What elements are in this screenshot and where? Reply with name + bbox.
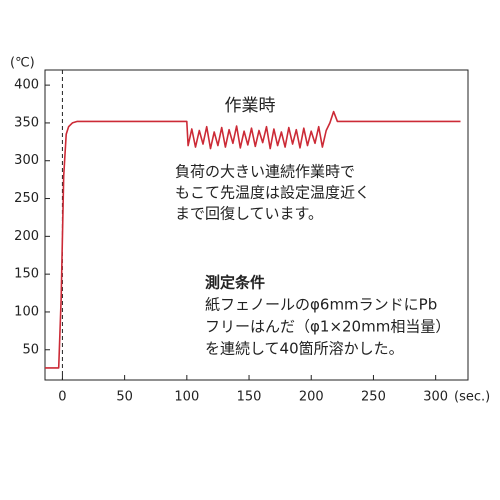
annotation-line: もこて先温度は設定温度近く — [175, 184, 370, 202]
conditions-text: 紙フェノールのφ6mmランドにPb フリーはんだ（φ1×20mm相当量） を連続して… — [205, 296, 450, 358]
x-tick-label: 100 — [174, 390, 199, 405]
x-tick-label: 50 — [116, 390, 133, 405]
y-tick-label: 350 — [14, 115, 39, 130]
annotation-line: まで回復しています。 — [175, 205, 323, 223]
x-tick-label: 150 — [237, 390, 262, 405]
y-unit: (℃) — [10, 56, 35, 71]
x-unit: (sec.) — [454, 390, 490, 405]
conditions-line: を連続して40箇所溶かした。 — [205, 340, 404, 358]
conditions-line: 紙フェノールのφ6mmランドにPb — [205, 296, 437, 314]
annotation-line: 負荷の大きい連続作業時で — [175, 163, 355, 181]
y-tick-label: 200 — [14, 229, 39, 244]
y-tick-label: 150 — [14, 267, 39, 282]
x-tick-label: 300 — [423, 390, 448, 405]
plot-frame — [44, 69, 469, 381]
conditions-title: 測定条件 — [205, 274, 265, 292]
y-tick-label: 250 — [14, 191, 39, 206]
x-tick-label: 0 — [58, 390, 66, 405]
temperature-line — [45, 110, 461, 369]
y-tick-label: 400 — [14, 78, 39, 93]
y-tick-label: 300 — [14, 153, 39, 168]
y-tick-label: 50 — [22, 342, 39, 357]
conditions-line: フリーはんだ（φ1×20mm相当量） — [205, 318, 450, 336]
annotation-label: 作業時 — [225, 96, 276, 116]
x-tick-label: 250 — [361, 390, 386, 405]
y-tick-label: 100 — [14, 304, 39, 319]
x-tick-label: 200 — [299, 390, 324, 405]
